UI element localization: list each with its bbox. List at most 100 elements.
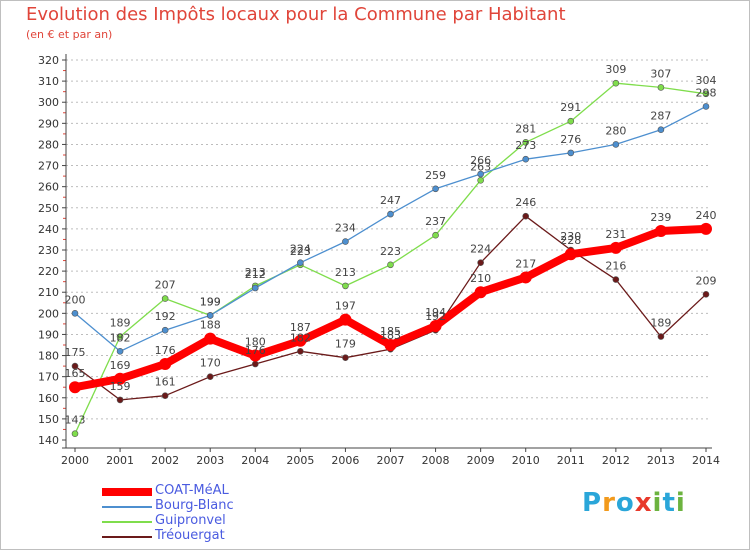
data-label-coat-m-al: 240: [696, 209, 717, 222]
data-label-guipronvel: 304: [696, 74, 717, 87]
data-point-coat-m-al: [519, 271, 532, 284]
data-point-guipronvel: [477, 177, 484, 184]
y-tick-label: 150: [38, 413, 59, 426]
data-point-guipronvel: [522, 139, 530, 146]
data-label-tr-ouergat: 224: [470, 243, 491, 256]
data-point-coat-m-al: [114, 372, 127, 385]
data-label-coat-m-al: 187: [290, 321, 311, 334]
logo-letter: i: [652, 488, 663, 518]
chart-subtitle: (en € et par an): [26, 28, 113, 41]
data-label-tr-ouergat: 176: [245, 344, 266, 357]
y-tick-label: 290: [38, 117, 59, 130]
y-tick-label: 190: [38, 328, 59, 341]
legend-label: Bourg-Blanc: [155, 498, 234, 513]
data-point-coat-m-al: [69, 381, 81, 394]
data-point-bourg-blanc: [342, 238, 349, 245]
data-label-coat-m-al: 194: [425, 306, 446, 319]
data-point-guipronvel: [161, 295, 169, 302]
data-point-coat-m-al: [654, 225, 667, 237]
y-tick-label: 200: [38, 307, 59, 320]
data-point-bourg-blanc: [432, 185, 439, 193]
data-label-guipronvel: 199: [200, 295, 221, 308]
data-point-tr-ouergat: [657, 333, 665, 340]
legend-swatch: [102, 536, 152, 538]
data-label-bourg-blanc: 234: [335, 222, 356, 235]
data-point-tr-ouergat: [161, 392, 169, 399]
data-point-coat-m-al: [609, 241, 622, 254]
data-point-bourg-blanc: [297, 259, 304, 266]
data-point-bourg-blanc: [477, 170, 484, 178]
data-label-guipronvel: 281: [515, 122, 536, 135]
data-point-coat-m-al: [564, 248, 577, 261]
data-point-coat-m-al: [429, 320, 442, 332]
data-label-bourg-blanc: 298: [696, 86, 717, 99]
x-tick-label: 2012: [602, 454, 630, 467]
data-point-tr-ouergat: [297, 348, 304, 355]
logo-letter: o: [615, 488, 635, 518]
data-point-bourg-blanc: [657, 126, 665, 133]
y-tick-label: 240: [38, 223, 59, 236]
data-point-bourg-blanc: [251, 284, 259, 292]
proxiti-logo: Proxiti: [582, 488, 686, 518]
data-point-guipronvel: [387, 261, 394, 269]
data-label-coat-m-al: 188: [200, 319, 221, 332]
data-point-tr-ouergat: [116, 396, 124, 404]
data-label-tr-ouergat: 161: [155, 376, 176, 389]
data-point-bourg-blanc: [71, 310, 79, 317]
data-label-tr-ouergat: 159: [110, 380, 131, 393]
logo-letter: r: [602, 488, 616, 518]
data-point-tr-ouergat: [702, 291, 710, 298]
data-point-guipronvel: [116, 333, 124, 340]
data-label-bourg-blanc: 287: [650, 110, 671, 123]
data-point-guipronvel: [702, 90, 710, 98]
data-label-coat-m-al: 239: [650, 211, 671, 224]
data-label-bourg-blanc: 276: [560, 133, 581, 146]
x-tick-label: 2005: [286, 454, 314, 467]
data-point-bourg-blanc: [161, 326, 169, 334]
logo-letter: P: [582, 488, 603, 518]
logo-letter: x: [634, 488, 653, 518]
data-point-bourg-blanc: [206, 312, 214, 319]
data-label-tr-ouergat: 189: [650, 317, 671, 330]
y-tick-label: 220: [38, 265, 59, 278]
data-point-tr-ouergat: [251, 360, 259, 368]
x-tick-label: 2002: [151, 454, 179, 467]
logo-letter: i: [675, 488, 686, 518]
y-tick-label: 270: [38, 160, 59, 173]
data-label-bourg-blanc: 200: [65, 293, 86, 306]
data-point-coat-m-al: [159, 358, 172, 370]
data-point-guipronvel: [342, 282, 349, 290]
y-tick-label: 300: [38, 96, 59, 109]
data-point-bourg-blanc: [567, 149, 575, 157]
data-point-tr-ouergat: [71, 362, 79, 370]
x-tick-label: 2004: [241, 454, 269, 467]
x-tick-label: 2011: [557, 454, 585, 467]
data-label-coat-m-al: 228: [560, 234, 581, 247]
y-tick-label: 310: [38, 75, 59, 88]
data-label-guipronvel: 189: [110, 317, 131, 330]
data-label-guipronvel: 223: [290, 245, 311, 258]
y-tick-label: 170: [38, 371, 59, 384]
data-point-guipronvel: [612, 79, 620, 87]
x-tick-label: 2013: [647, 454, 675, 467]
data-point-guipronvel: [432, 231, 439, 239]
y-tick-label: 180: [38, 350, 59, 363]
legend-swatch: [102, 521, 152, 523]
x-tick-label: 2010: [512, 454, 540, 467]
data-label-tr-ouergat: 230: [560, 230, 581, 243]
data-point-coat-m-al: [474, 286, 487, 299]
data-point-coat-m-al: [339, 313, 352, 326]
data-point-bourg-blanc: [702, 103, 710, 110]
data-label-guipronvel: 263: [470, 160, 491, 173]
x-tick-label: 2006: [331, 454, 359, 467]
legend-swatch: [102, 506, 152, 508]
data-point-coat-m-al: [249, 349, 262, 362]
data-point-guipronvel: [71, 430, 79, 437]
data-label-guipronvel: 207: [155, 279, 176, 292]
data-label-coat-m-al: 217: [515, 257, 536, 270]
data-point-tr-ouergat: [612, 276, 620, 283]
data-label-bourg-blanc: 182: [110, 331, 131, 344]
data-label-tr-ouergat: 216: [605, 260, 626, 273]
y-tick-label: 230: [38, 244, 59, 257]
